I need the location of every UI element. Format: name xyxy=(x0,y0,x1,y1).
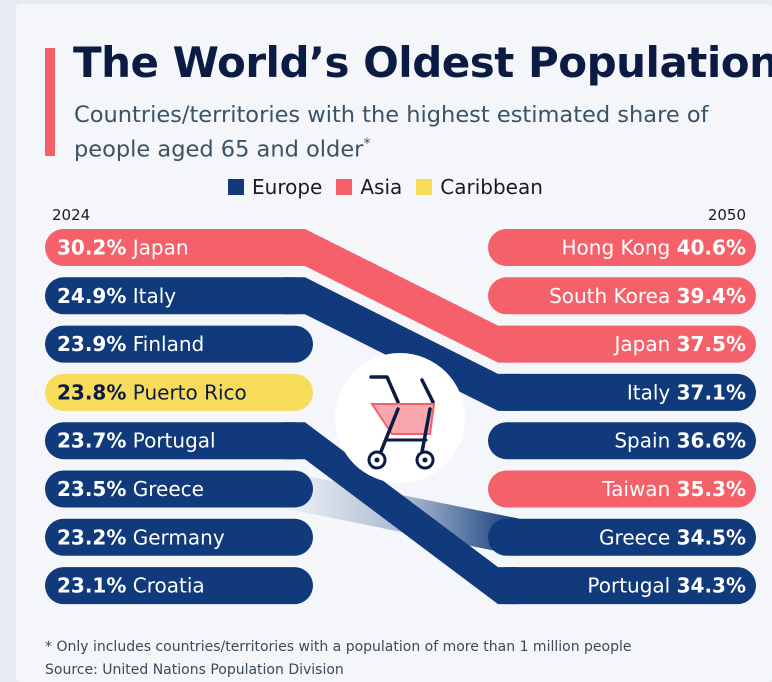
legend-item-asia: Asia xyxy=(336,175,402,199)
legend-swatch-caribbean xyxy=(416,179,433,195)
legend-label-caribbean: Caribbean xyxy=(440,175,543,199)
right-bar-portugal xyxy=(488,567,756,605)
left-bar-finland xyxy=(45,325,313,363)
connector-greece xyxy=(280,470,520,556)
left-bar-puerto-rico xyxy=(45,373,313,411)
connector-italy xyxy=(283,277,518,411)
left-label-japan: 30.2% Japan xyxy=(57,236,189,260)
left-bar-greece xyxy=(45,470,313,508)
legend-item-caribbean: Caribbean xyxy=(416,175,543,199)
page-title: The World’s Oldest Populations xyxy=(73,38,772,87)
left-label-puerto-rico: 23.8% Puerto Rico xyxy=(57,380,247,404)
right-label-portugal: Portugal 34.3% xyxy=(587,574,746,598)
connector-japan xyxy=(283,229,518,363)
subtitle: Countries/territories with the highest e… xyxy=(74,101,754,165)
footnote: * Only includes countries/territories wi… xyxy=(45,636,631,682)
left-bar-croatia xyxy=(45,567,313,605)
right-bar-greece xyxy=(488,518,756,556)
walker-icon xyxy=(335,353,465,483)
title-accent-bar xyxy=(45,48,55,156)
footnote-source: Source: United Nations Population Divisi… xyxy=(45,662,344,678)
legend-label-europe: Europe xyxy=(252,175,323,199)
right-bar-south-korea xyxy=(488,277,756,315)
right-bar-japan xyxy=(488,325,756,363)
left-bar-portugal xyxy=(45,422,313,460)
right-label-italy: Italy 37.1% xyxy=(627,380,746,404)
left-label-germany: 23.2% Germany xyxy=(57,525,225,549)
left-bar-germany xyxy=(45,518,313,556)
right-label-taiwan: Taiwan 35.3% xyxy=(601,477,746,501)
right-label-japan: Japan 37.5% xyxy=(612,332,746,356)
legend-item-europe: Europe xyxy=(228,175,322,199)
right-bar-spain xyxy=(488,422,756,460)
right-label-south-korea: South Korea 39.4% xyxy=(549,284,746,308)
subtitle-footnote-mark: * xyxy=(363,136,371,152)
right-bar-italy xyxy=(488,373,756,411)
year-label-right: 2050 xyxy=(707,206,746,224)
left-label-greece: 23.5% Greece xyxy=(57,477,204,501)
left-label-portugal: 23.7% Portugal xyxy=(57,429,216,453)
footnote-note: * Only includes countries/territories wi… xyxy=(45,639,632,655)
right-label-greece: Greece 34.5% xyxy=(599,525,746,549)
right-label-hong-kong: Hong Kong 40.6% xyxy=(562,236,746,260)
year-label-left: 2024 xyxy=(52,206,91,224)
bar-pill-layer: 30.2% Japan 24.9% Italy 23.9% Finland 23.8%… xyxy=(45,229,756,605)
legend-label-asia: Asia xyxy=(360,175,403,199)
left-label-italy: 24.9% Italy xyxy=(57,284,176,308)
left-bar-japan xyxy=(45,229,313,266)
left-bar-italy xyxy=(45,277,313,315)
left-label-finland: 23.9% Finland xyxy=(57,332,204,356)
connector-layer xyxy=(280,229,520,605)
subtitle-text: Countries/territories with the highest e… xyxy=(74,102,709,163)
left-label-croatia: 23.1% Croatia xyxy=(57,574,205,598)
right-label-spain: Spain 36.6% xyxy=(614,429,746,453)
legend-swatch-asia xyxy=(336,179,353,195)
right-bar-hong-kong xyxy=(488,229,756,266)
legend: Europe Asia Caribbean xyxy=(228,175,543,199)
right-bar-taiwan xyxy=(488,470,756,508)
legend-swatch-europe xyxy=(228,179,244,195)
